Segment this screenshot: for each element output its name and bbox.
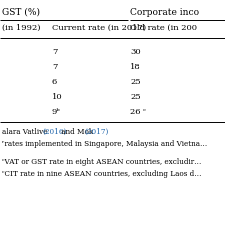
Text: 25: 25: [130, 78, 141, 86]
Text: Old rate (in 200: Old rate (in 200: [130, 24, 197, 32]
Text: 30: 30: [130, 48, 141, 56]
Text: Corporate inco: Corporate inco: [130, 8, 199, 17]
Text: 7: 7: [52, 63, 57, 71]
Text: (in 1992): (in 1992): [2, 24, 40, 32]
Text: (2017): (2017): [85, 128, 109, 136]
Text: alara Vatlive: alara Vatlive: [2, 128, 50, 136]
Text: and Mok: and Mok: [59, 128, 95, 136]
Text: 7: 7: [52, 48, 57, 56]
Text: 9ᵇ: 9ᵇ: [52, 108, 61, 116]
Text: 25: 25: [130, 93, 141, 101]
Text: ᶜVAT or GST rate in eight ASEAN countries, excludir…: ᶜVAT or GST rate in eight ASEAN countrie…: [2, 158, 201, 166]
Text: ᶜCIT rate in nine ASEAN countries, excluding Laos d…: ᶜCIT rate in nine ASEAN countries, exclu…: [2, 170, 202, 178]
Text: GST (%): GST (%): [2, 8, 40, 17]
Text: 6: 6: [52, 78, 57, 86]
Text: 26 ᶜ: 26 ᶜ: [130, 108, 146, 116]
Text: 18: 18: [130, 63, 141, 71]
Text: (2016): (2016): [42, 128, 66, 136]
Text: Current rate (in 2017): Current rate (in 2017): [52, 24, 146, 32]
Text: 10: 10: [52, 93, 63, 101]
Text: ʳrates implemented in Singapore, Malaysia and Vietna…: ʳrates implemented in Singapore, Malaysi…: [2, 140, 207, 148]
